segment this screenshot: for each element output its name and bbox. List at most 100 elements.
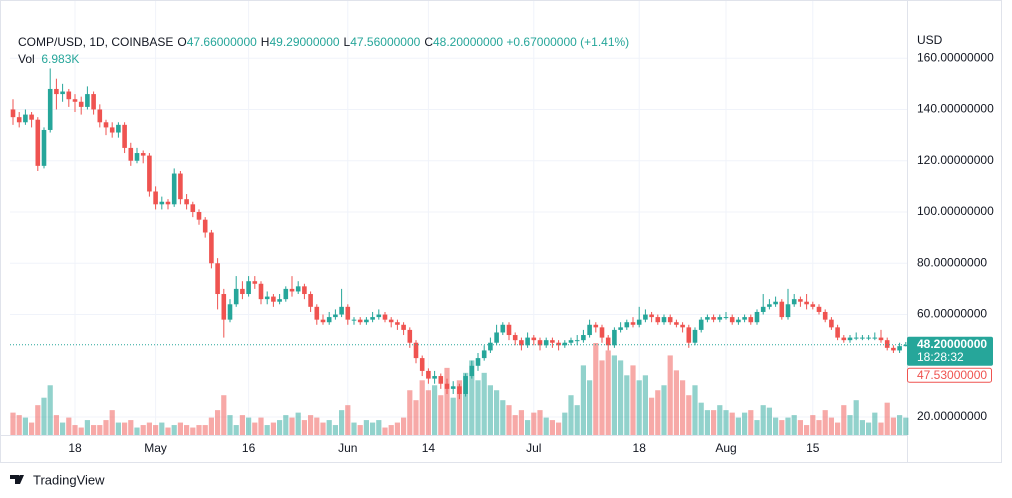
candle-body xyxy=(289,288,295,292)
volume-bar xyxy=(841,405,847,435)
candle-body xyxy=(791,299,797,305)
volume-bar xyxy=(438,395,444,435)
volume-bar xyxy=(345,405,351,435)
volume-bar xyxy=(91,425,97,435)
candle-body xyxy=(624,322,630,328)
candle-body xyxy=(91,94,96,110)
volume-bar xyxy=(859,420,865,435)
candle-body xyxy=(884,340,890,348)
candle-body xyxy=(754,311,760,323)
candle-body xyxy=(47,88,53,130)
candle-body xyxy=(233,288,239,305)
volume-bar xyxy=(215,410,221,435)
candle-body xyxy=(432,376,437,379)
candle-body xyxy=(574,340,580,342)
candle-body xyxy=(178,173,183,200)
volume-bar xyxy=(35,405,41,435)
volume-bar xyxy=(382,427,388,435)
volume-bar xyxy=(165,427,171,435)
volume-bar xyxy=(903,417,909,435)
candle-body xyxy=(395,322,400,325)
x-tick-label: Jun xyxy=(338,441,357,455)
candle-body xyxy=(494,332,499,343)
volume-bar xyxy=(140,425,146,435)
volume-bar xyxy=(618,360,624,435)
volume-bar xyxy=(66,417,72,435)
candle-body xyxy=(227,304,233,320)
volume-bar xyxy=(159,422,165,435)
candle-body xyxy=(190,204,196,212)
volume-bar xyxy=(190,427,196,435)
logo-icon xyxy=(10,475,24,484)
candle-body xyxy=(667,317,673,323)
volume-bar xyxy=(599,360,605,435)
candle-body xyxy=(401,324,406,330)
candle-body xyxy=(277,299,282,302)
candle-body xyxy=(339,306,344,315)
candle-body xyxy=(264,296,270,300)
volume-bar xyxy=(41,397,47,435)
volume-bar xyxy=(22,417,28,435)
candle-body xyxy=(649,314,654,318)
y-tick-label: 20.00000000 xyxy=(917,409,987,423)
volume-bar xyxy=(202,425,208,435)
x-tick-label: 15 xyxy=(806,441,820,455)
candle-body xyxy=(426,370,431,379)
volume-bar xyxy=(16,415,22,435)
volume-bar xyxy=(208,417,214,435)
candle-body xyxy=(29,114,34,120)
candle-body xyxy=(705,317,710,320)
y-tick-label: 100.00000000 xyxy=(917,204,994,218)
change: +0.67000000 (+1.41%) xyxy=(506,35,630,49)
volume-bar xyxy=(512,415,518,435)
candle-body xyxy=(593,324,599,328)
volume-bar xyxy=(283,415,289,435)
candle-body xyxy=(240,288,245,295)
volume-bar xyxy=(773,417,779,435)
candle-body xyxy=(698,319,704,330)
candle-body xyxy=(215,263,220,295)
volume-bar xyxy=(239,415,245,435)
volume-bar xyxy=(47,385,53,435)
candle-body xyxy=(562,342,568,346)
candle-body xyxy=(60,91,65,95)
candle-body xyxy=(41,129,47,166)
volume-bar xyxy=(723,410,729,435)
candle-body xyxy=(581,335,586,341)
prev-marker-label: 47.53000000 xyxy=(917,368,987,382)
x-tick-label: 18 xyxy=(68,441,82,455)
candle-body xyxy=(209,232,214,264)
candle-body xyxy=(860,337,865,339)
candle-body xyxy=(54,88,59,95)
candle-body xyxy=(866,337,871,339)
symbol: COMP/USD, 1D, COINBASE xyxy=(18,35,174,49)
candle-body xyxy=(618,327,623,330)
candle-body xyxy=(295,286,301,292)
volume-bar xyxy=(754,420,760,435)
candle-body xyxy=(779,301,785,318)
candle-body xyxy=(370,317,375,320)
candle-body xyxy=(246,281,251,295)
candle-body xyxy=(140,153,146,156)
volume-bar xyxy=(115,422,121,435)
candle-body xyxy=(128,147,134,161)
candle-body xyxy=(388,319,394,323)
ohlc-value: 47.56000000 xyxy=(350,35,421,49)
volume-bar xyxy=(78,427,84,435)
volume-bar xyxy=(227,415,233,435)
candle-body xyxy=(134,153,140,161)
candle-body xyxy=(717,317,723,320)
candle-body xyxy=(612,329,617,346)
volume-bar xyxy=(171,425,177,435)
volume-bar xyxy=(692,385,698,435)
candle-body xyxy=(891,347,896,351)
volume-bar xyxy=(196,425,202,435)
volume-name: Vol xyxy=(18,52,35,66)
candle-body xyxy=(531,337,537,341)
volume-bar xyxy=(401,417,407,435)
volume-bar xyxy=(587,380,593,435)
candle-body xyxy=(407,329,413,343)
candle-body xyxy=(252,281,258,284)
candle-body xyxy=(16,117,22,123)
volume-bar xyxy=(413,400,419,435)
